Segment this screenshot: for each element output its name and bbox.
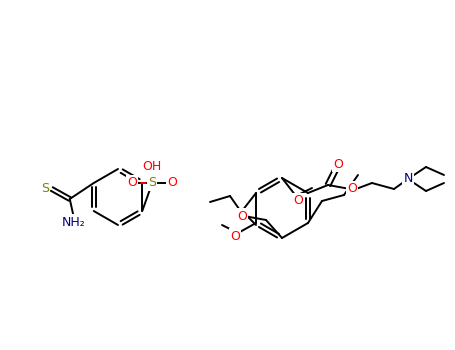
Text: O: O	[167, 176, 177, 189]
Text: O: O	[127, 176, 137, 189]
Text: NH₂: NH₂	[62, 216, 86, 229]
Text: S: S	[148, 176, 156, 189]
Text: O: O	[333, 158, 343, 170]
Text: O: O	[230, 230, 240, 243]
Text: O: O	[293, 195, 303, 208]
Text: OH: OH	[142, 161, 162, 174]
Text: O: O	[237, 210, 247, 223]
Text: N: N	[403, 173, 413, 186]
Text: O: O	[347, 182, 357, 196]
Text: S: S	[41, 182, 49, 196]
